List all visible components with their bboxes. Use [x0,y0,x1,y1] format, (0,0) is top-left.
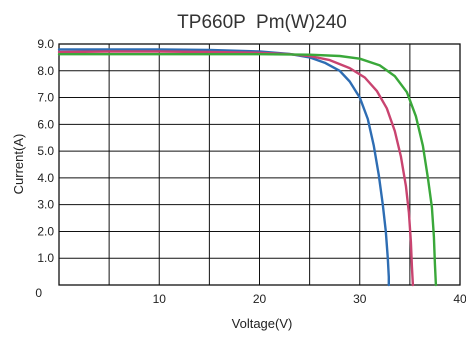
y-tick-label: 5.0 [37,144,54,158]
origin-tick-label: 0 [35,286,42,300]
x-tick-label: 40 [453,292,466,306]
y-tick-label: 2.0 [37,224,54,238]
series-line-3 [57,53,438,287]
y-tick-label: 3.0 [37,198,54,212]
x-tick-label: 10 [153,292,167,306]
y-axis-label: Current(A) [11,134,26,195]
y-tick-label: 4.0 [37,171,54,185]
series-line-2 [57,50,415,287]
y-tick-label: 1.0 [37,251,54,265]
x-tick-label: 30 [353,292,367,306]
y-tick-label: 6.0 [37,117,54,131]
tick-labels: 1.0 2.0 3.0 4.0 5.0 6.0 7.0 8.0 9.0 10 20 30 40 0 [35,37,466,306]
y-tick-label: 9.0 [37,37,54,51]
y-tick-label: 8.0 [37,64,54,78]
plot-frame [58,43,461,286]
grid [59,44,460,285]
chart-title: TP660P Pm(W)240 [177,12,347,33]
y-tick-label: 7.0 [37,91,54,105]
x-axis-label: Voltage(V) [232,316,293,331]
x-tick-label: 20 [253,292,267,306]
series-lines [57,48,438,287]
series-line-1 [57,48,390,287]
